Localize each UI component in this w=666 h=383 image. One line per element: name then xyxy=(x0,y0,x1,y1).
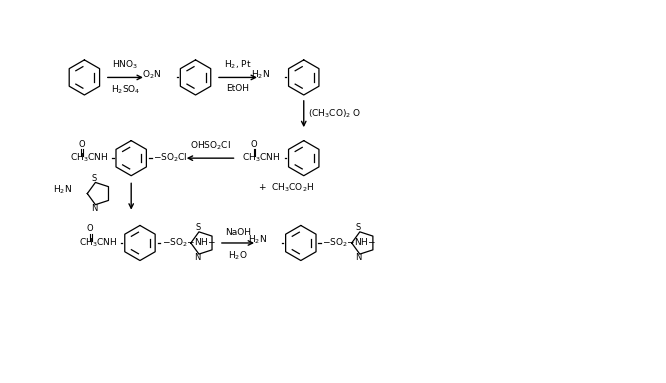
Text: H$_2$N: H$_2$N xyxy=(53,184,71,196)
Text: HNO$_3$: HNO$_3$ xyxy=(113,59,139,71)
Text: $-$SO$_2$Cl: $-$SO$_2$Cl xyxy=(153,152,188,164)
Text: N: N xyxy=(356,254,362,262)
Text: (CH$_3$CO)$_2$ O: (CH$_3$CO)$_2$ O xyxy=(308,108,362,120)
Text: N: N xyxy=(194,254,201,262)
Text: NaOH: NaOH xyxy=(225,228,251,237)
Text: S: S xyxy=(91,174,97,183)
Text: $-$SO$_2$$-$NH$-$: $-$SO$_2$$-$NH$-$ xyxy=(162,237,216,249)
Text: O: O xyxy=(250,140,257,149)
Text: S: S xyxy=(356,223,361,232)
Text: H$_2$, Pt: H$_2$, Pt xyxy=(224,59,252,71)
Text: H$_2$N: H$_2$N xyxy=(248,234,267,246)
Text: +  CH$_3$CO$_2$H: + CH$_3$CO$_2$H xyxy=(258,181,314,194)
Text: O$_2$N: O$_2$N xyxy=(143,68,162,81)
Text: N: N xyxy=(91,204,97,213)
Text: O: O xyxy=(87,224,93,233)
Text: S: S xyxy=(195,223,200,232)
Text: H$_2$O: H$_2$O xyxy=(228,249,248,262)
Text: H$_2$N: H$_2$N xyxy=(251,68,270,81)
Text: $-$SO$_2$$-$NH$-$: $-$SO$_2$$-$NH$-$ xyxy=(322,237,376,249)
Text: CH$_3$CNH: CH$_3$CNH xyxy=(79,237,117,249)
Text: OHSO$_2$Cl: OHSO$_2$Cl xyxy=(190,139,230,152)
Text: EtOH: EtOH xyxy=(226,84,250,93)
Text: H$_2$SO$_4$: H$_2$SO$_4$ xyxy=(111,84,140,97)
Text: CH$_3$CNH: CH$_3$CNH xyxy=(70,152,108,164)
Text: CH$_3$CNH: CH$_3$CNH xyxy=(242,152,280,164)
Text: O: O xyxy=(78,140,85,149)
